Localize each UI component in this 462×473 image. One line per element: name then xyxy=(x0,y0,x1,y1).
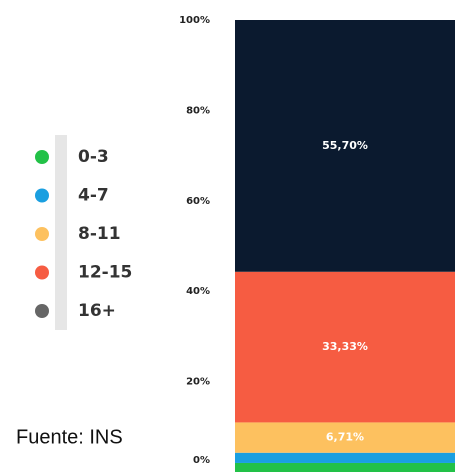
legend-bar xyxy=(55,135,67,330)
y-tick-label: 80% xyxy=(186,105,210,116)
bar-segment xyxy=(235,271,455,423)
legend-label: 12-15 xyxy=(78,263,132,283)
legend-marker xyxy=(35,188,49,203)
bar-segment xyxy=(235,422,455,453)
y-tick-label: 0% xyxy=(193,455,210,466)
legend-label: 8-11 xyxy=(78,224,121,244)
data-label: 55,70% xyxy=(322,139,368,152)
legend-marker xyxy=(35,265,49,280)
y-tick-label: 20% xyxy=(186,377,210,388)
data-label: 33,33% xyxy=(322,340,368,353)
legend-label: 16+ xyxy=(78,301,116,321)
legend-marker xyxy=(35,150,49,164)
legend-marker xyxy=(35,227,49,241)
source: Fuente: INS xyxy=(16,426,123,448)
bar-segment xyxy=(235,452,455,463)
y-tick-label: 40% xyxy=(186,286,210,297)
y-tick-label: 60% xyxy=(186,196,210,207)
bar-segment xyxy=(235,20,455,272)
bar-segment xyxy=(235,462,455,472)
legend-label: 0-3 xyxy=(78,147,109,167)
legend-marker xyxy=(35,304,49,318)
data-label: 6,71% xyxy=(326,431,364,444)
y-tick-label: 100% xyxy=(179,15,210,26)
legend-label: 4-7 xyxy=(78,186,109,206)
